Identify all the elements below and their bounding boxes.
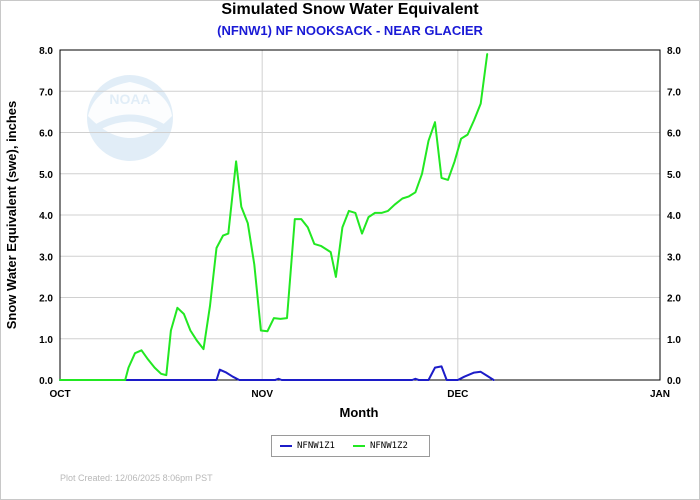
y-tick-label-right-0: 0.0 <box>667 376 681 387</box>
y-tick-label-left-8: 8.0 <box>39 46 53 57</box>
x-tick-label-1: NOV <box>251 389 273 400</box>
legend-label-nfnw1z1: NFNW1Z1 <box>297 441 335 451</box>
noaa-logo-text: NOAA <box>109 91 150 107</box>
y-tick-label-left-7: 7.0 <box>39 87 53 98</box>
series-line-nfnw1z2 <box>59 53 489 381</box>
y-tick-label-right-5: 5.0 <box>667 170 681 181</box>
plot-created-note: Plot Created: 12/06/2025 8:06pm PST <box>60 473 213 483</box>
y-tick-label-left-0: 0.0 <box>39 376 53 387</box>
legend-item-nfnw1z2: NFNW1Z2 <box>352 441 408 451</box>
noaa-logo-watermark: NOAA <box>87 75 173 161</box>
x-tick-label-2: DEC <box>447 389 468 400</box>
legend: NFNW1Z1 NFNW1Z2 <box>271 435 430 457</box>
series-layer <box>59 53 495 381</box>
y-tick-label-left-2: 2.0 <box>39 294 53 305</box>
y-axis-title: Snow Water Equivalent (swe), inches <box>4 101 19 330</box>
legend-item-nfnw1z1: NFNW1Z1 <box>280 441 335 451</box>
chart-subtitle: (NFNW1) NF NOOKSACK - NEAR GLACIER <box>217 23 483 38</box>
legend-label-nfnw1z2: NFNW1Z2 <box>369 441 408 451</box>
tick-labels: OCT NOV DEC JAN 0.0 0.0 1.0 1.0 2.0 2.0 3.0 3.0 4.0 4… <box>39 46 681 400</box>
y-tick-label-right-3: 3.0 <box>667 252 681 263</box>
y-tick-label-right-7: 7.0 <box>667 87 681 98</box>
y-tick-label-left-1: 1.0 <box>39 335 53 346</box>
x-axis-title: Month <box>340 405 379 420</box>
y-tick-label-right-6: 6.0 <box>667 129 681 140</box>
x-tick-label-3: JAN <box>650 389 670 400</box>
legend-swatch-nfnw1z1 <box>280 445 292 447</box>
chart-title: Simulated Snow Water Equivalent <box>221 1 479 18</box>
y-tick-label-left-6: 6.0 <box>39 129 53 140</box>
x-tick-label-0: OCT <box>49 389 70 400</box>
y-tick-label-right-4: 4.0 <box>667 211 681 222</box>
y-tick-label-left-4: 4.0 <box>39 211 53 222</box>
legend-swatch-nfnw1z2 <box>352 445 365 447</box>
grid <box>60 50 660 380</box>
y-tick-label-left-5: 5.0 <box>39 170 53 181</box>
y-tick-label-right-2: 2.0 <box>667 294 681 305</box>
y-tick-label-left-3: 3.0 <box>39 252 53 263</box>
series-line-nfnw1z1 <box>59 365 495 381</box>
y-tick-label-right-1: 1.0 <box>667 335 681 346</box>
y-tick-label-right-8: 8.0 <box>667 46 681 57</box>
